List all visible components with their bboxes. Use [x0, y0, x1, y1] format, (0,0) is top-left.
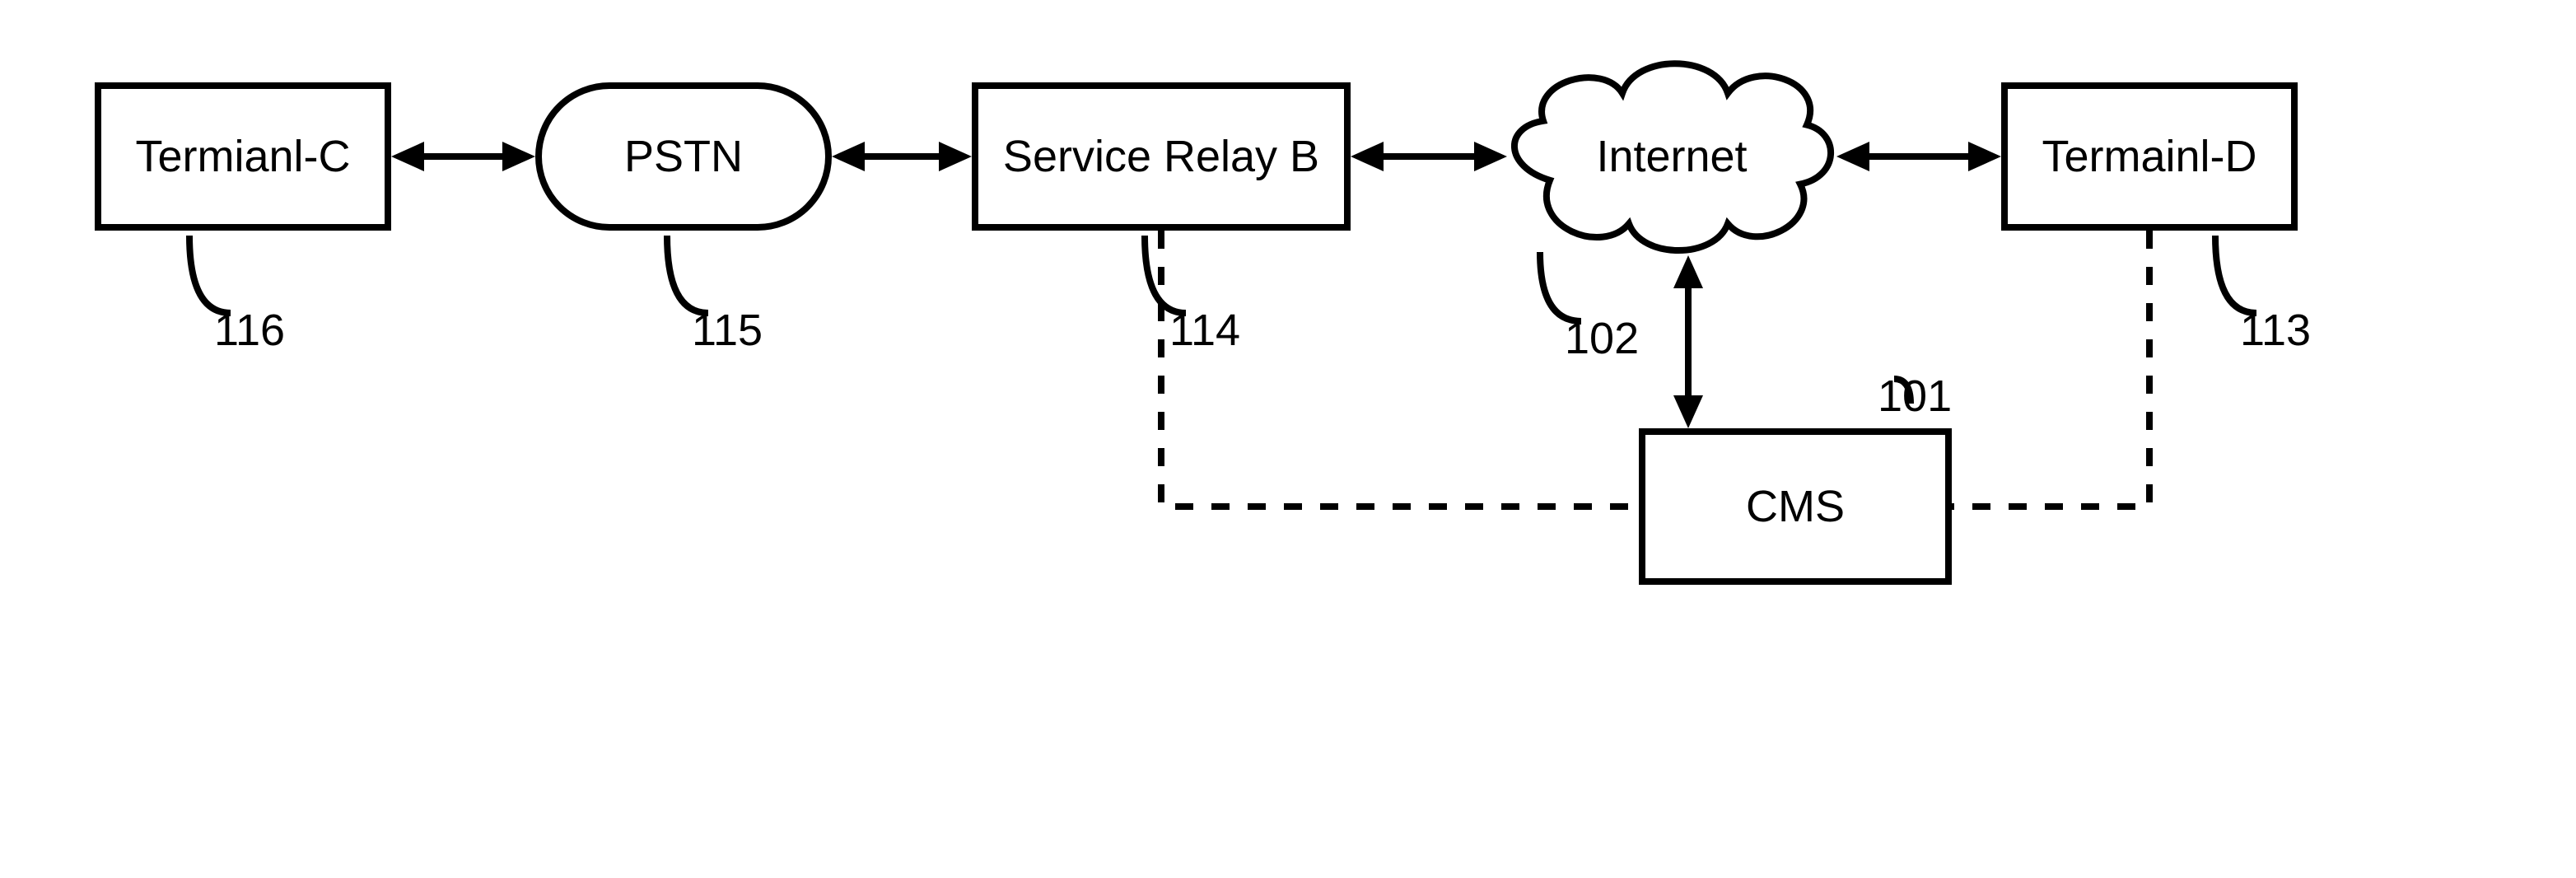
internet-node: Internet	[1507, 58, 1836, 255]
terminal-d-label: Termainl-D	[2042, 131, 2256, 182]
caption-114: 114	[1169, 305, 1240, 356]
terminal-d-node: Termainl-D	[2001, 82, 2298, 231]
pstn-node: PSTN	[535, 82, 832, 231]
cms-node: CMS	[1639, 428, 1952, 585]
service-relay-b-node: Service Relay B	[972, 82, 1351, 231]
caption-101: 101	[1878, 371, 1952, 422]
caption-102: 102	[1565, 313, 1639, 364]
internet-label: Internet	[1596, 131, 1747, 182]
service-relay-b-label: Service Relay B	[1003, 131, 1319, 182]
cms-label: CMS	[1746, 481, 1845, 532]
diagram-stage: { "canvas": { "w": 3128, "h": 1066, "bg"…	[0, 0, 2576, 878]
caption-116: 116	[214, 305, 285, 356]
caption-113: 113	[2240, 305, 2311, 356]
pstn-label: PSTN	[624, 131, 743, 182]
terminal-c-label: Termianl-C	[135, 131, 350, 182]
caption-115: 115	[692, 305, 763, 356]
terminal-c-node: Termianl-C	[95, 82, 391, 231]
